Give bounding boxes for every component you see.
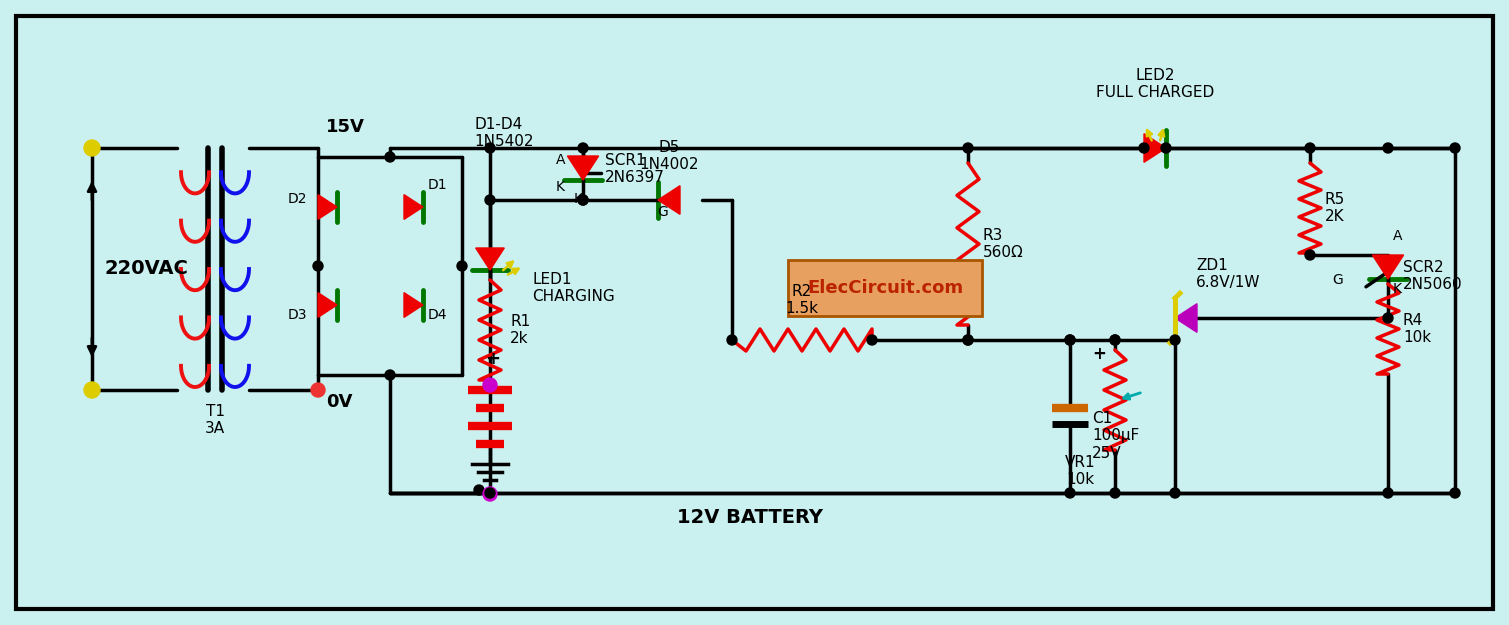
Text: +: + xyxy=(1093,345,1106,363)
Circle shape xyxy=(1111,335,1120,345)
Circle shape xyxy=(578,195,589,205)
Text: 12V BATTERY: 12V BATTERY xyxy=(678,508,822,527)
Text: G: G xyxy=(1332,272,1343,287)
Polygon shape xyxy=(658,186,681,214)
Circle shape xyxy=(1169,335,1180,345)
Circle shape xyxy=(868,335,877,345)
Circle shape xyxy=(474,485,484,495)
Text: D2: D2 xyxy=(288,192,308,206)
Text: VR1
10k: VR1 10k xyxy=(1065,455,1096,488)
Text: ElecCircuit.com: ElecCircuit.com xyxy=(807,279,963,297)
Circle shape xyxy=(1111,488,1120,498)
Text: +: + xyxy=(486,350,501,368)
Circle shape xyxy=(1160,143,1171,153)
Polygon shape xyxy=(318,194,337,219)
Text: LED1
CHARGING: LED1 CHARGING xyxy=(533,272,614,304)
Text: A: A xyxy=(1393,229,1402,243)
Circle shape xyxy=(312,261,323,271)
Circle shape xyxy=(963,143,973,153)
Circle shape xyxy=(484,143,495,153)
Text: 0V: 0V xyxy=(326,393,353,411)
Circle shape xyxy=(484,488,495,498)
Text: K: K xyxy=(1393,282,1402,296)
Text: R5
2K: R5 2K xyxy=(1325,192,1345,224)
Circle shape xyxy=(483,378,496,392)
Polygon shape xyxy=(404,292,423,318)
Text: C1
100μF
25V: C1 100μF 25V xyxy=(1093,411,1139,461)
Text: R4
10k: R4 10k xyxy=(1403,312,1431,345)
Text: D5
1N4002: D5 1N4002 xyxy=(640,139,699,172)
Polygon shape xyxy=(567,156,599,180)
Text: R2
1.5k: R2 1.5k xyxy=(786,284,818,316)
Circle shape xyxy=(385,152,395,162)
Text: R3
560Ω: R3 560Ω xyxy=(982,228,1023,260)
FancyBboxPatch shape xyxy=(17,16,1492,609)
Circle shape xyxy=(484,195,495,205)
Text: D4: D4 xyxy=(429,308,448,322)
Circle shape xyxy=(1450,488,1461,498)
Polygon shape xyxy=(475,248,504,270)
Circle shape xyxy=(1111,335,1120,345)
Circle shape xyxy=(727,335,736,345)
Circle shape xyxy=(85,382,100,398)
Circle shape xyxy=(85,140,100,156)
Polygon shape xyxy=(404,194,423,219)
Text: T1
3A: T1 3A xyxy=(205,404,225,436)
Circle shape xyxy=(1065,335,1074,345)
Circle shape xyxy=(963,335,973,345)
Text: D1: D1 xyxy=(429,178,448,192)
Text: G: G xyxy=(658,205,668,219)
Polygon shape xyxy=(318,292,337,318)
Polygon shape xyxy=(1372,255,1403,279)
Text: K: K xyxy=(573,192,582,206)
Circle shape xyxy=(484,488,495,498)
Circle shape xyxy=(1384,488,1393,498)
Circle shape xyxy=(1065,488,1074,498)
Circle shape xyxy=(1139,143,1148,153)
Circle shape xyxy=(457,261,466,271)
Circle shape xyxy=(1384,313,1393,323)
Circle shape xyxy=(1384,143,1393,153)
Text: LED2
FULL CHARGED: LED2 FULL CHARGED xyxy=(1096,68,1215,100)
Circle shape xyxy=(483,487,496,501)
Circle shape xyxy=(1065,335,1074,345)
Text: D1-D4
1N5402: D1-D4 1N5402 xyxy=(474,117,534,149)
Text: K: K xyxy=(555,180,564,194)
Text: 220VAC: 220VAC xyxy=(104,259,189,279)
Circle shape xyxy=(1305,250,1314,260)
Text: R1
2k: R1 2k xyxy=(510,314,530,346)
Circle shape xyxy=(578,143,589,153)
Text: SCR1
2N6397: SCR1 2N6397 xyxy=(605,153,665,186)
Text: D3: D3 xyxy=(288,308,308,322)
Circle shape xyxy=(1450,143,1461,153)
Circle shape xyxy=(963,335,973,345)
Circle shape xyxy=(578,195,589,205)
Text: 15V: 15V xyxy=(326,118,365,136)
Circle shape xyxy=(1305,143,1314,153)
Circle shape xyxy=(1169,488,1180,498)
Circle shape xyxy=(385,370,395,380)
Text: A: A xyxy=(555,153,564,167)
Text: SCR2
2N5060: SCR2 2N5060 xyxy=(1403,260,1462,292)
Polygon shape xyxy=(1176,304,1197,332)
FancyBboxPatch shape xyxy=(788,260,982,316)
Circle shape xyxy=(311,383,324,397)
Polygon shape xyxy=(1144,134,1166,162)
Text: ZD1
6.8V/1W: ZD1 6.8V/1W xyxy=(1197,258,1260,290)
